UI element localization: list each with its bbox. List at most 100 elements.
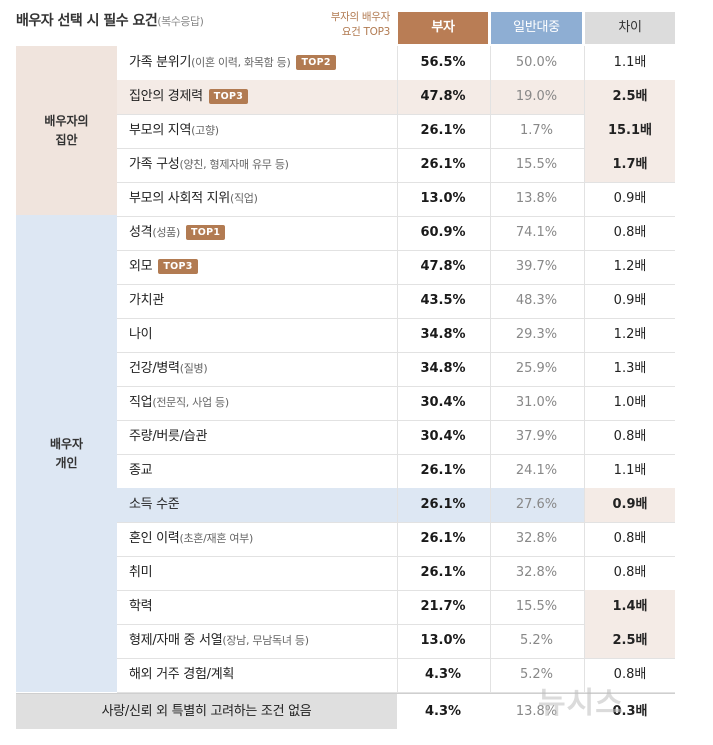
row-label-text: 종교 bbox=[129, 463, 153, 478]
row-note: (직업) bbox=[229, 192, 258, 205]
rich-value: 30.4% bbox=[420, 395, 466, 410]
table-row: 집안의 경제력 TOP3 47.8% 19.0% 2.5배 bbox=[117, 80, 675, 115]
diff-value: 0.8배 bbox=[613, 225, 647, 240]
row-label-text: 학력 bbox=[129, 599, 153, 614]
rich-value: 13.0% bbox=[420, 633, 466, 648]
diff-value: 1.4배 bbox=[585, 590, 675, 624]
rich-value: 13.0% bbox=[420, 191, 466, 206]
diff-value: 1.7배 bbox=[585, 148, 675, 182]
row-label-text: 성격 bbox=[129, 225, 153, 240]
row-note: (고향) bbox=[191, 124, 219, 137]
column-divider bbox=[397, 46, 398, 692]
general-value: 27.6% bbox=[515, 497, 558, 512]
table-row: 종교 26.1% 24.1% 1.1배 bbox=[117, 454, 675, 489]
row-label: 가족 구성(양친, 형제자매 유무 등) bbox=[129, 148, 289, 182]
table-row: 취미 26.1% 32.8% 0.8배 bbox=[117, 556, 675, 591]
table-row: 형제/자매 중 서열(장남, 무남독녀 등) 13.0% 5.2% 2.5배 bbox=[117, 624, 675, 659]
general-value: 74.1% bbox=[515, 225, 558, 240]
general-value: 15.5% bbox=[515, 599, 558, 614]
table-row: 가족 분위기(이혼 이력, 화목함 등) TOP2 56.5% 50.0% 1.1배 bbox=[117, 46, 675, 81]
row-label: 집안의 경제력 TOP3 bbox=[129, 80, 249, 114]
diff-value: 1.0배 bbox=[613, 395, 647, 410]
row-label: 취미 bbox=[129, 556, 153, 590]
row-label: 가족 분위기(이혼 이력, 화목함 등) TOP2 bbox=[129, 46, 336, 80]
table-row-no-condition: 사랑/신뢰 외 특별히 고려하는 조건 없음 4.3% 13.8% 0.3배 bbox=[16, 693, 675, 729]
general-value: 1.7% bbox=[519, 123, 554, 138]
diff-value: 0.8배 bbox=[613, 429, 647, 444]
row-label: 건강/병력(질병) bbox=[129, 352, 208, 386]
rich-value: 26.1% bbox=[420, 531, 466, 546]
row-note: (전문직, 사업 등) bbox=[152, 396, 229, 409]
row-label: 사랑/신뢰 외 특별히 고려하는 조건 없음 bbox=[16, 694, 397, 729]
row-label: 나이 bbox=[129, 318, 153, 352]
top3-note-line2: 요건 TOP3 bbox=[341, 26, 391, 38]
row-label-text: 형제/자매 중 서열 bbox=[129, 633, 223, 648]
diff-value: 1.2배 bbox=[613, 259, 647, 274]
row-label: 소득 수준 bbox=[129, 488, 180, 522]
row-label: 가치관 bbox=[129, 284, 164, 318]
general-value: 48.3% bbox=[515, 293, 558, 308]
rich-value: 26.1% bbox=[420, 565, 466, 580]
diff-value: 1.3배 bbox=[613, 361, 647, 376]
row-label-text: 부모의 지역 bbox=[129, 123, 192, 138]
diff-value: 0.9배 bbox=[613, 191, 647, 206]
general-value: 24.1% bbox=[515, 463, 558, 478]
top3-note: 부자의 배우자 요건 TOP3 bbox=[315, 10, 391, 40]
table-row: 나이 34.8% 29.3% 1.2배 bbox=[117, 318, 675, 353]
rich-value: 4.3% bbox=[424, 667, 462, 682]
rich-value: 30.4% bbox=[420, 429, 466, 444]
general-value: 50.0% bbox=[515, 55, 558, 70]
diff-value: 0.3배 bbox=[612, 704, 648, 719]
column-header-general: 일반대중 bbox=[491, 12, 582, 44]
row-label: 성격(성품) TOP1 bbox=[129, 216, 226, 250]
rich-value: 26.1% bbox=[420, 463, 466, 478]
row-label: 직업(전문직, 사업 등) bbox=[129, 386, 229, 420]
group-label-family: 배우자의 집안 bbox=[16, 46, 117, 215]
general-value: 31.0% bbox=[515, 395, 558, 410]
general-value: 32.8% bbox=[515, 565, 558, 580]
diff-value: 0.9배 bbox=[613, 293, 647, 308]
column-divider bbox=[584, 46, 585, 692]
row-label-text: 가치관 bbox=[129, 293, 164, 308]
top-rank-badge: TOP2 bbox=[296, 55, 336, 70]
row-label: 혼인 이력(초혼/재혼 여부) bbox=[129, 522, 253, 556]
page-title: 배우자 선택 시 필수 요건(복수응답) bbox=[16, 10, 204, 30]
watermark-text: 뉴시스 bbox=[538, 686, 624, 721]
table-row: 부모의 사회적 지위(직업) 13.0% 13.8% 0.9배 bbox=[117, 182, 675, 217]
rich-value: 34.8% bbox=[420, 361, 466, 376]
table-row: 직업(전문직, 사업 등) 30.4% 31.0% 1.0배 bbox=[117, 386, 675, 421]
row-label-text: 건강/병력 bbox=[129, 361, 180, 376]
row-label: 외모 TOP3 bbox=[129, 250, 198, 284]
title-text: 배우자 선택 시 필수 요건 bbox=[16, 13, 158, 29]
row-label-text: 직업 bbox=[129, 395, 153, 410]
rich-value: 60.9% bbox=[420, 225, 466, 240]
table-row: 외모 TOP3 47.8% 39.7% 1.2배 bbox=[117, 250, 675, 285]
top3-note-line1: 부자의 배우자 bbox=[330, 11, 391, 23]
general-value: 32.8% bbox=[515, 531, 558, 546]
row-note: (초혼/재혼 여부) bbox=[179, 532, 253, 545]
column-header-rich: 부자 bbox=[398, 12, 488, 44]
row-label: 해외 거주 경험/계획 bbox=[129, 658, 234, 692]
table-row: 혼인 이력(초혼/재혼 여부) 26.1% 32.8% 0.8배 bbox=[117, 522, 675, 557]
diff-value: 1.2배 bbox=[613, 327, 647, 342]
top-rank-badge: TOP3 bbox=[158, 259, 198, 274]
row-note: (성품) bbox=[152, 226, 180, 239]
rich-value: 4.3% bbox=[424, 704, 462, 719]
row-note: (장남, 무남독녀 등) bbox=[222, 634, 309, 647]
rich-value: 43.5% bbox=[420, 293, 466, 308]
row-label-text: 주량/버릇/습관 bbox=[129, 429, 208, 444]
rich-value: 47.8% bbox=[420, 89, 466, 104]
table-row: 가족 구성(양친, 형제자매 유무 등) 26.1% 15.5% 1.7배 bbox=[117, 148, 675, 183]
group-label-personal: 배우자 개인 bbox=[16, 215, 117, 692]
watermark-logo: 뉴시스 bbox=[538, 678, 624, 722]
general-value: 37.9% bbox=[515, 429, 558, 444]
diff-value: 1.1배 bbox=[613, 463, 647, 478]
row-label: 부모의 사회적 지위(직업) bbox=[129, 182, 258, 216]
general-value: 5.2% bbox=[519, 633, 554, 648]
diff-value: 1.1배 bbox=[613, 55, 647, 70]
rich-value: 21.7% bbox=[420, 599, 466, 614]
diff-value: 2.5배 bbox=[612, 89, 648, 104]
general-value: 39.7% bbox=[515, 259, 558, 274]
row-label: 부모의 지역(고향) bbox=[129, 114, 219, 148]
row-label-text: 집안의 경제력 bbox=[129, 89, 203, 104]
